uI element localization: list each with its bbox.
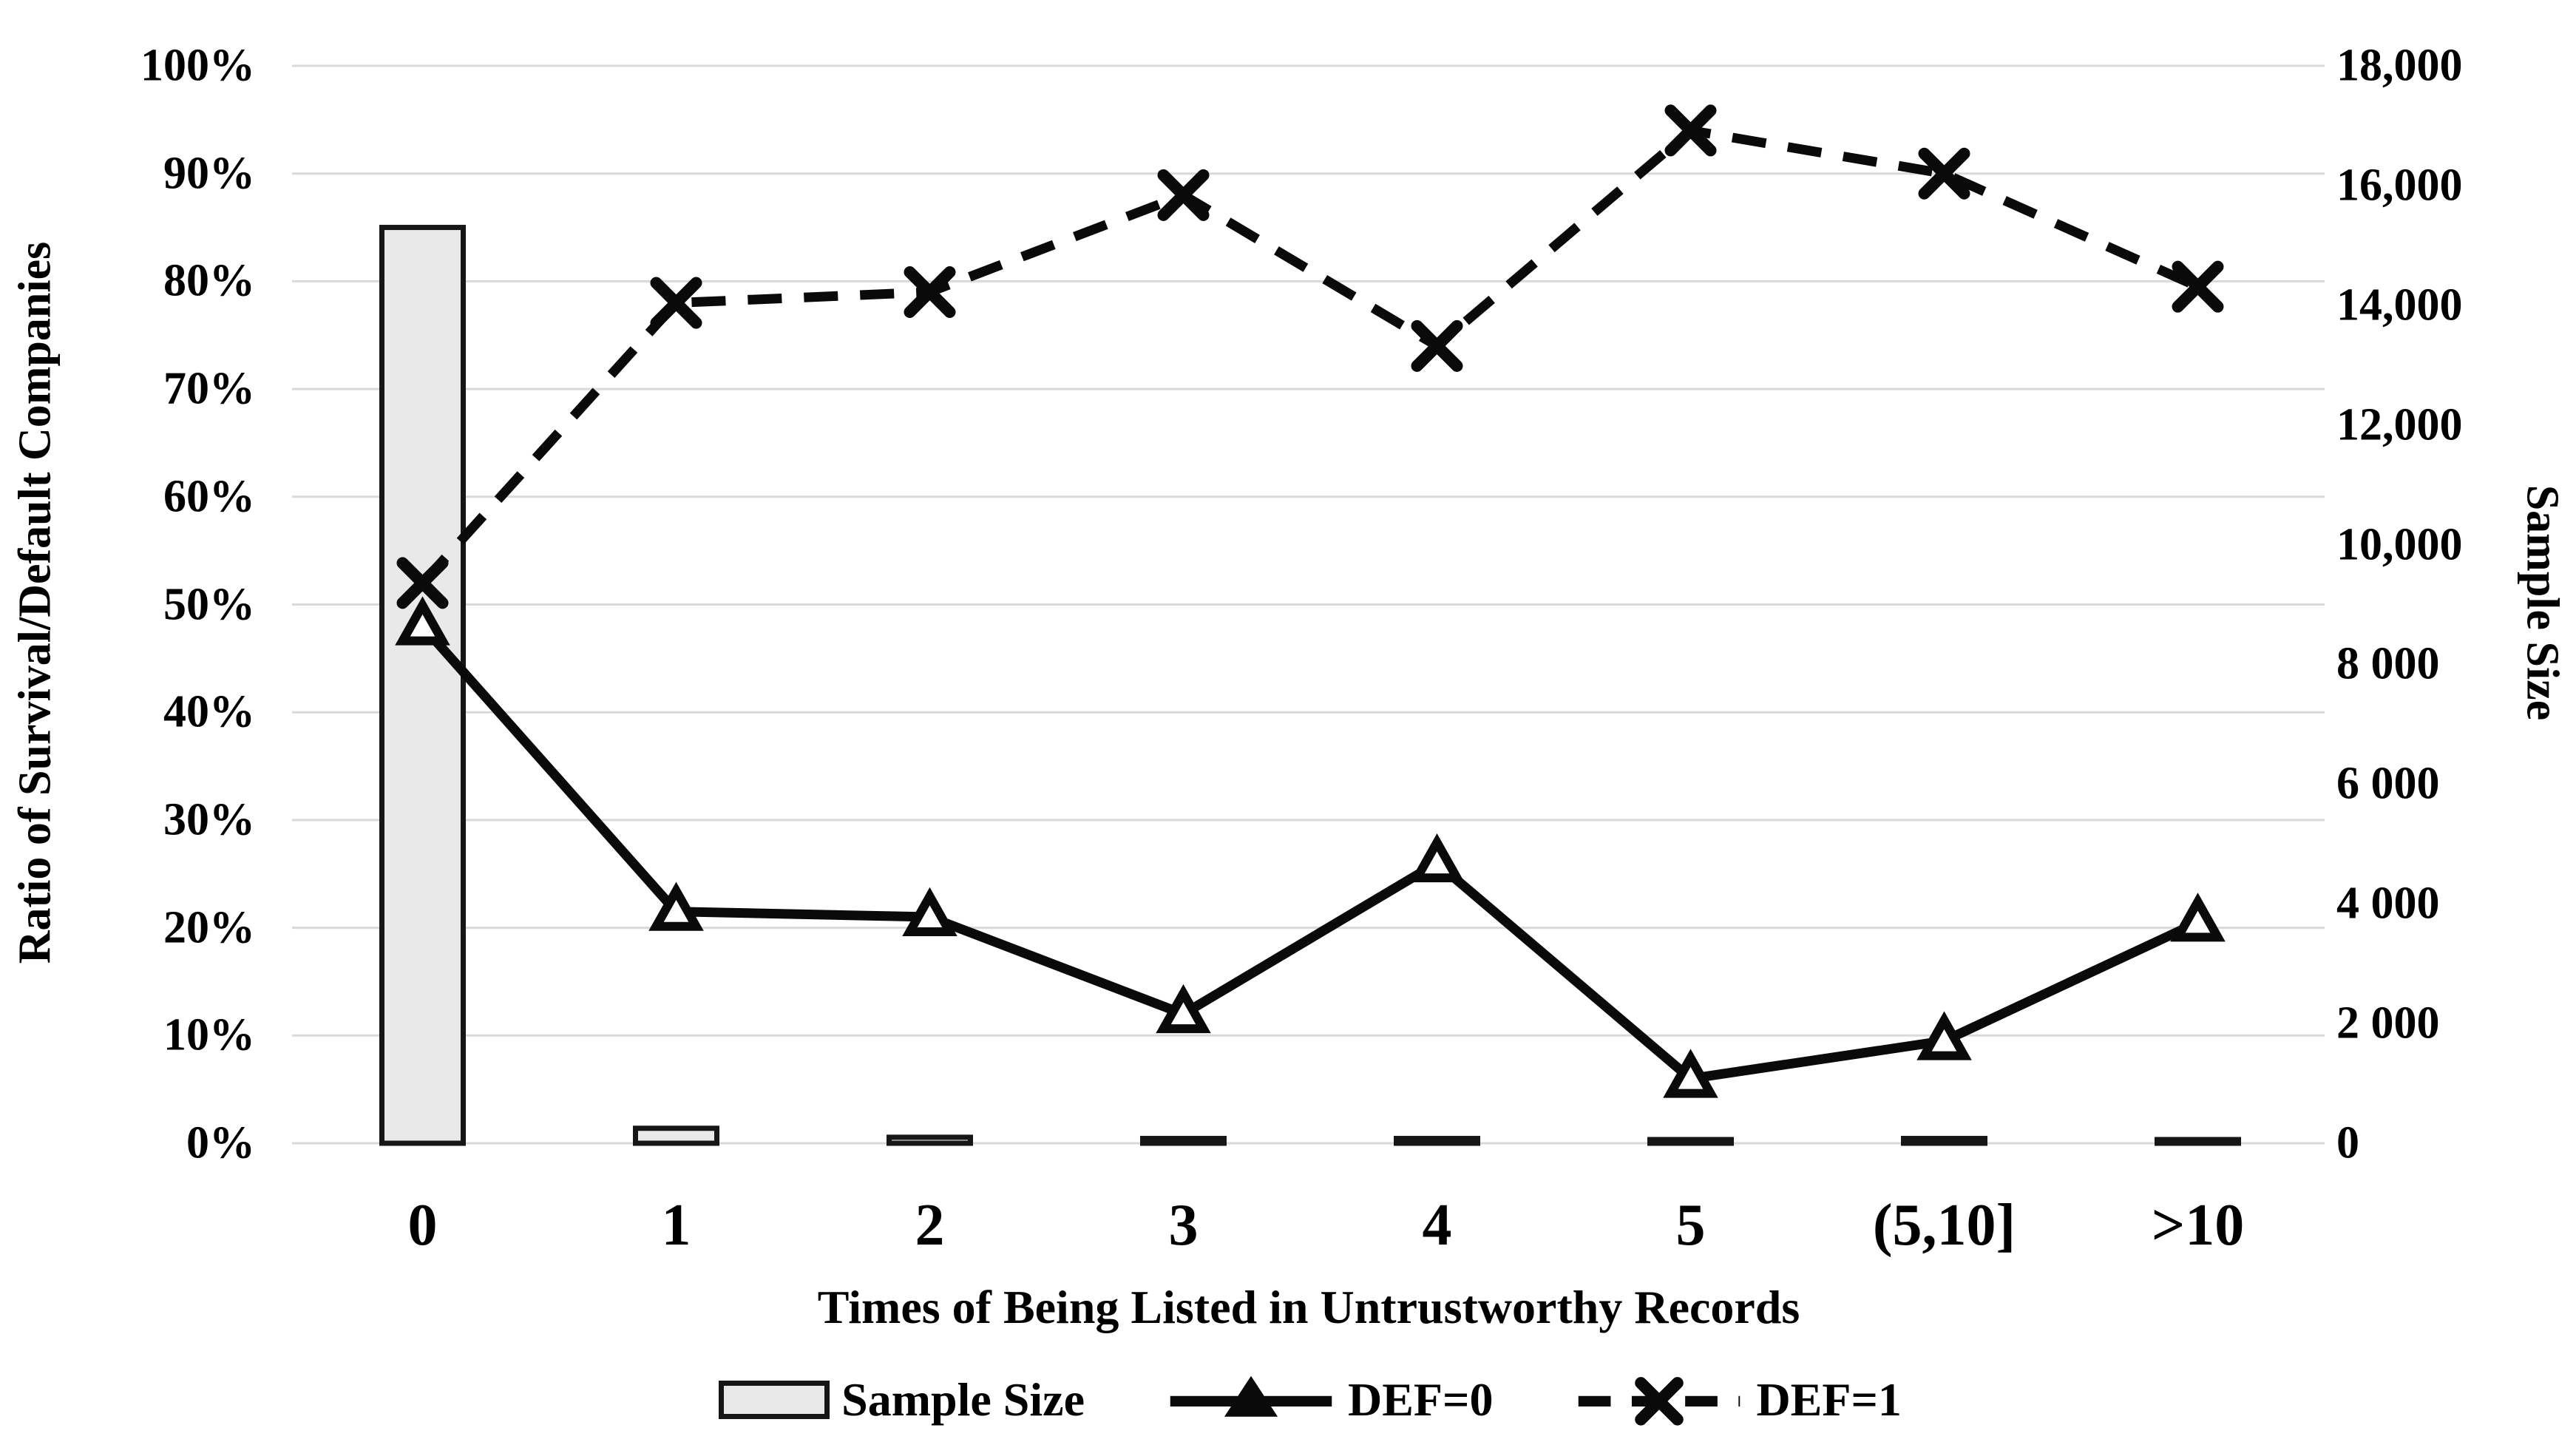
right-axis-tick-label: 8 000 — [2336, 638, 2440, 689]
def1-x-marker — [1918, 147, 1970, 200]
right-axis-tick-label: 12,000 — [2336, 399, 2463, 450]
x-axis-category-label: 4 — [1422, 1193, 1452, 1258]
right-axis-title: Sample Size — [2517, 484, 2568, 721]
sample-size-bar — [633, 1125, 719, 1146]
left-axis-tick-label: 70% — [163, 363, 255, 414]
x-axis-category-label: 5 — [1675, 1193, 1706, 1258]
left-axis-tick-label: 60% — [163, 471, 255, 522]
right-axis-tick-label: 18,000 — [2336, 40, 2463, 91]
def1-x-marker — [396, 557, 449, 609]
legend-item-sample-size: Sample Size — [719, 1372, 1085, 1427]
sample-size-bar — [1901, 1136, 1987, 1146]
sample-size-bar — [379, 225, 466, 1146]
sample-size-bar — [887, 1134, 973, 1146]
legend-label-def0: DEF=0 — [1347, 1373, 1494, 1426]
x-axis-category-label: 0 — [407, 1193, 438, 1258]
def1-x-marker — [1157, 169, 1210, 221]
left-axis-tick-label: 80% — [163, 255, 255, 306]
right-axis-tick-label: 2 000 — [2336, 998, 2440, 1049]
left-axis-tick-label: 10% — [163, 1009, 255, 1060]
legend-bar-swatch-icon — [719, 1381, 830, 1419]
x-axis-title: Times of Being Listed in Untrustworthy R… — [817, 1281, 1800, 1333]
x-axis-category-label: (5,10] — [1872, 1193, 2016, 1258]
left-axis-tick-label: 90% — [163, 148, 255, 199]
legend-item-def1: DEF=1 — [1574, 1372, 1902, 1428]
right-axis-tick-label: 14,000 — [2336, 280, 2463, 331]
sample-size-bar — [2155, 1137, 2241, 1146]
def1-x-marker — [650, 277, 702, 329]
left-axis-tick-label: 50% — [163, 579, 255, 629]
x-axis-category-label: >10 — [2151, 1193, 2245, 1258]
def0-triangle-marker — [648, 881, 704, 931]
sample-size-bar — [1394, 1136, 1480, 1146]
left-axis-tick-label: 100% — [140, 40, 255, 91]
def0-triangle-marker — [1663, 1049, 1718, 1098]
sample-size-bar — [1140, 1136, 1227, 1146]
right-axis-tick-label: 0 — [2336, 1117, 2359, 1168]
right-axis-tick-label: 10,000 — [2336, 519, 2463, 570]
def0-triangle-marker — [1409, 833, 1465, 883]
legend-label-sample-size: Sample Size — [841, 1373, 1085, 1426]
def1-x-marker — [1411, 319, 1463, 372]
right-axis-tick-label: 6 000 — [2336, 758, 2440, 809]
right-axis-tick-label: 16,000 — [2336, 160, 2463, 211]
def0-line — [418, 623, 2200, 1084]
def1-x-marker — [1664, 104, 1717, 157]
sample-size-bar — [1647, 1137, 1734, 1146]
left-axis-tick-label: 40% — [163, 686, 255, 737]
x-axis-category-label: 3 — [1168, 1193, 1199, 1258]
left-axis-tick-label: 30% — [163, 794, 255, 845]
x-axis-category-label: 1 — [661, 1193, 691, 1258]
legend-solid-line-triangle-icon — [1170, 1375, 1332, 1417]
legend: Sample Size DEF=0 DEF=1 — [296, 1367, 2325, 1433]
def0-triangle-marker — [2170, 893, 2226, 942]
legend-item-def0: DEF=0 — [1166, 1372, 1493, 1428]
def0-triangle-marker — [902, 887, 957, 937]
legend-label-def1: DEF=1 — [1756, 1373, 1902, 1426]
def1-line — [418, 125, 2200, 586]
def0-triangle-marker — [395, 596, 450, 646]
right-axis-tick-label: 4 000 — [2336, 878, 2440, 929]
legend-dashed-line-x-icon — [1579, 1377, 1741, 1426]
def0-triangle-marker — [1916, 1011, 1972, 1060]
def0-triangle-marker — [1156, 984, 1211, 1034]
x-axis-category-label: 2 — [915, 1193, 945, 1258]
def1-x-marker — [2172, 260, 2224, 313]
def1-x-marker — [904, 265, 956, 318]
left-axis-tick-label: 0% — [186, 1117, 255, 1168]
left-axis-tick-label: 20% — [163, 902, 255, 953]
